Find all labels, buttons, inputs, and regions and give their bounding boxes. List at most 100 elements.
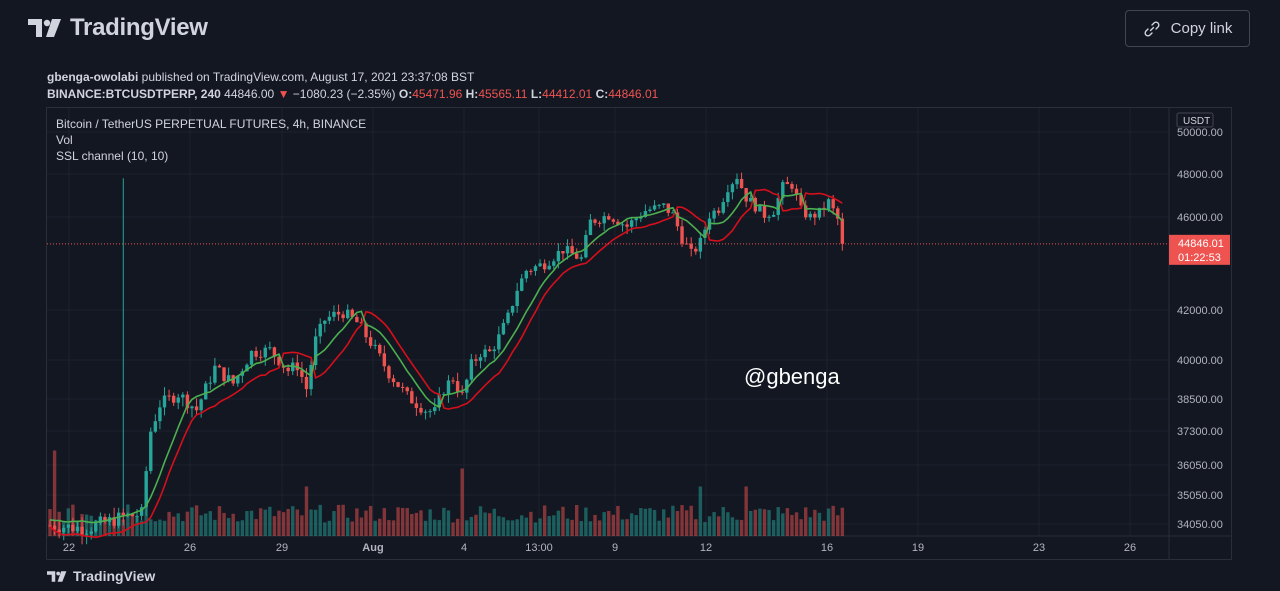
volume-bar xyxy=(556,510,561,536)
volume-bar xyxy=(199,515,203,536)
volume-bar xyxy=(767,510,771,536)
volume-bar xyxy=(643,508,648,536)
volume-bar xyxy=(790,514,794,536)
volume-bar xyxy=(831,505,835,536)
candle-body xyxy=(368,337,373,346)
time-tick-label: 29 xyxy=(276,542,288,554)
volume-bar xyxy=(84,514,89,536)
volume-bar xyxy=(474,514,478,536)
candle-body xyxy=(400,386,405,388)
candle-body xyxy=(831,199,835,209)
candle-body xyxy=(657,204,661,206)
candle-body xyxy=(158,407,162,422)
volume-bar xyxy=(181,521,185,536)
candle-body xyxy=(474,359,478,361)
volume-bar xyxy=(506,520,510,536)
volume-bar xyxy=(263,509,267,536)
volume-bar xyxy=(254,519,258,536)
time-tick-label: 26 xyxy=(184,542,196,554)
volume-bar xyxy=(533,522,538,536)
volume-bar xyxy=(469,516,474,536)
candle-body xyxy=(703,229,707,238)
candle-body xyxy=(327,316,332,321)
volume-bar xyxy=(190,507,194,536)
candle-body xyxy=(94,522,98,532)
chart-panel[interactable]: 50000.00 48000.00 46000.00 42000.00 40000.00… xyxy=(46,107,1232,560)
volume-bar xyxy=(492,508,496,536)
volume-bar xyxy=(346,517,350,536)
candle-body xyxy=(735,178,739,185)
volume-bar xyxy=(561,506,565,536)
candle-body xyxy=(739,178,744,189)
candle-body xyxy=(226,375,231,382)
candle-body xyxy=(318,323,322,337)
open-value: 45471.96 xyxy=(412,87,463,101)
candle-body xyxy=(313,336,318,365)
price-chart[interactable]: 50000.00 48000.00 46000.00 42000.00 40000.00… xyxy=(47,108,1232,560)
tradingview-logo[interactable]: TradingView xyxy=(28,14,208,42)
price-tick-label: 36050.00 xyxy=(1177,460,1223,472)
footer-brand: TradingView xyxy=(73,568,156,584)
copy-link-button[interactable]: Copy link xyxy=(1125,10,1250,47)
candle-body xyxy=(584,235,588,258)
volume-bar xyxy=(735,519,739,536)
candle-body xyxy=(712,210,716,219)
volume-bar xyxy=(249,510,254,536)
volume-bar xyxy=(542,505,547,536)
publish-info: gbenga-owolabi published on TradingView.… xyxy=(47,70,474,84)
footer-logo[interactable]: TradingView xyxy=(47,568,155,584)
volume-bar xyxy=(158,519,162,536)
candle-body xyxy=(446,380,451,394)
volume-bar xyxy=(89,515,93,536)
volume-bar xyxy=(634,515,638,536)
volume-bar xyxy=(373,520,377,536)
brand-name: TradingView xyxy=(70,14,208,41)
candle-body xyxy=(277,356,281,366)
top-bar: TradingView Copy link xyxy=(0,0,1280,60)
volume-indicator-label[interactable]: Vol xyxy=(56,133,73,147)
chart-title[interactable]: Bitcoin / TetherUS PERPETUAL FUTURES, 4h… xyxy=(56,117,367,131)
volume-bar xyxy=(341,504,345,536)
volume-bar xyxy=(575,504,579,536)
volume-bar xyxy=(794,512,799,536)
volume-bar xyxy=(451,522,455,536)
volume-bar xyxy=(455,518,460,536)
candle-body xyxy=(602,216,606,224)
candle-body xyxy=(799,194,803,206)
candle-body xyxy=(790,184,794,189)
volume-bar xyxy=(162,520,167,536)
candle-body xyxy=(428,411,432,413)
candle-body xyxy=(433,407,437,412)
close-value: 44846.01 xyxy=(608,87,659,101)
candle-body xyxy=(561,251,565,254)
candle-body xyxy=(675,212,680,227)
volume-bar xyxy=(396,507,400,536)
candle-body xyxy=(323,320,327,324)
volume-bar xyxy=(167,511,171,536)
volume-bar xyxy=(135,516,139,536)
volume-bar xyxy=(107,518,112,536)
volume-bar xyxy=(689,505,693,536)
candle-body xyxy=(355,316,359,323)
candle-body xyxy=(698,237,703,252)
volume-bar xyxy=(323,522,327,536)
price-tick-label: 38500.00 xyxy=(1177,394,1223,406)
volume-bar xyxy=(570,519,574,536)
symbol-label: BINANCE:BTCUSDTPERP, 240 xyxy=(47,87,221,101)
candle-body xyxy=(726,192,730,203)
candle-body xyxy=(304,376,309,390)
candle-body xyxy=(497,334,501,350)
candle-body xyxy=(272,347,277,357)
volume-bar xyxy=(771,520,776,536)
candle-body xyxy=(263,347,267,358)
volume-bar xyxy=(130,513,135,536)
volume-bar xyxy=(840,507,845,536)
volume-bar xyxy=(171,516,176,536)
candle-body xyxy=(89,531,93,534)
ssl-indicator-label[interactable]: SSL channel (10, 10) xyxy=(56,149,169,163)
volume-bar xyxy=(391,520,396,536)
candle-body xyxy=(437,394,441,408)
author-name[interactable]: gbenga-owolabi xyxy=(47,70,139,84)
volume-bar xyxy=(776,507,780,536)
candle-body xyxy=(245,364,249,372)
